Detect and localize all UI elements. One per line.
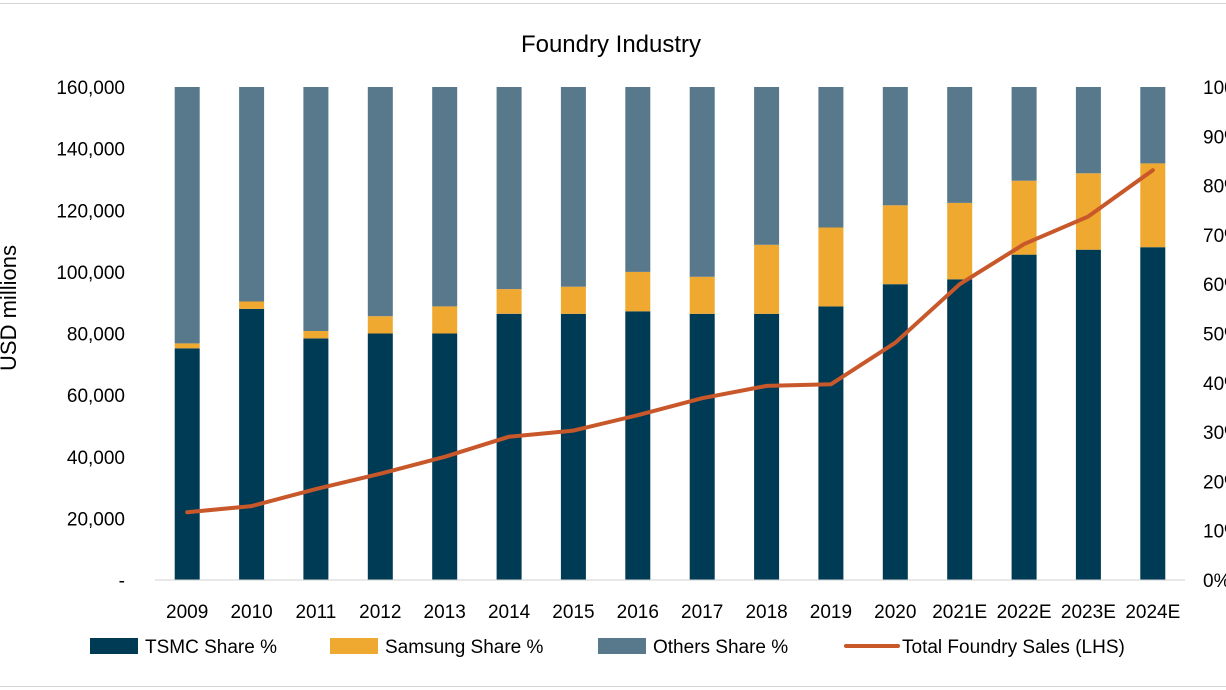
bar-samsung-share-2013 xyxy=(432,306,458,334)
bar-others-share-2014 xyxy=(496,87,522,290)
bar-others-share-2024e xyxy=(1140,87,1166,164)
bar-others-share-2017 xyxy=(689,87,715,277)
bars-layer xyxy=(174,87,1166,580)
bar-tsmc-share-2024e xyxy=(1140,247,1166,580)
bar-samsung-share-2011 xyxy=(303,331,329,339)
bar-tsmc-share-2018 xyxy=(754,313,780,580)
line-total-foundry-sales xyxy=(185,168,1155,515)
x-tick-label: 2017 xyxy=(681,602,723,623)
y2-tick-label: 70% xyxy=(1203,226,1226,247)
y-tick-label: 140,000 xyxy=(56,140,125,161)
bar-samsung-share-2009 xyxy=(174,343,200,349)
bar-tsmc-share-2015 xyxy=(560,313,586,580)
legend-swatch xyxy=(330,638,378,654)
x-tick-label: 2019 xyxy=(810,602,852,623)
bar-others-share-2013 xyxy=(432,87,458,307)
line-layer xyxy=(185,168,1155,515)
legend-label: Others Share % xyxy=(653,637,788,658)
bar-samsung-share-2020 xyxy=(882,205,908,285)
bar-tsmc-share-2023e xyxy=(1075,249,1101,580)
legend-swatch xyxy=(598,638,646,654)
y-tick-label: 20,000 xyxy=(67,509,125,530)
y-tick-label: 160,000 xyxy=(56,78,125,99)
bar-others-share-2011 xyxy=(303,87,329,331)
bar-tsmc-share-2022e xyxy=(1011,254,1037,580)
x-tick-label: 2012 xyxy=(359,602,401,623)
y-tick-label: 60,000 xyxy=(67,386,125,407)
x-tick-label: 2023E xyxy=(1061,602,1116,623)
x-tick-label: 2013 xyxy=(424,602,466,623)
bar-tsmc-share-2011 xyxy=(303,338,329,580)
chart-title: Foundry Industry xyxy=(521,31,701,58)
bar-others-share-2021e xyxy=(947,87,973,203)
bar-tsmc-share-2017 xyxy=(689,313,715,580)
bar-samsung-share-2015 xyxy=(560,286,586,314)
y-tick-label: - xyxy=(119,571,125,592)
bar-tsmc-share-2020 xyxy=(882,284,908,580)
bar-others-share-2016 xyxy=(625,87,651,272)
legend-swatch xyxy=(90,638,138,654)
bar-others-share-2020 xyxy=(882,87,908,206)
bar-tsmc-share-2012 xyxy=(367,333,393,580)
y-axis-label: USD millions xyxy=(0,245,21,371)
y2-tick-label: 0% xyxy=(1203,571,1226,592)
bar-others-share-2012 xyxy=(367,87,393,317)
legend-label: Total Foundry Sales (LHS) xyxy=(902,637,1125,658)
bar-samsung-share-2021e xyxy=(947,202,973,280)
y-tick-label: 120,000 xyxy=(56,201,125,222)
y2-tick-label: 90% xyxy=(1203,127,1226,148)
bar-tsmc-share-2021e xyxy=(947,279,973,580)
y2-tick-label: 20% xyxy=(1203,472,1226,493)
bar-tsmc-share-2009 xyxy=(174,348,200,580)
x-tick-label: 2021E xyxy=(932,602,987,623)
bar-others-share-2019 xyxy=(818,87,844,228)
y2-tick-label: 60% xyxy=(1203,275,1226,296)
x-tick-label: 2010 xyxy=(230,602,272,623)
x-tick-label: 2020 xyxy=(874,602,916,623)
y2-tick-label: 30% xyxy=(1203,423,1226,444)
bar-tsmc-share-2014 xyxy=(496,313,522,580)
y-tick-label: 100,000 xyxy=(56,263,125,284)
y2-tick-label: 80% xyxy=(1203,177,1226,198)
bar-others-share-2009 xyxy=(174,87,200,344)
bottom-border xyxy=(0,686,1226,687)
tick-labels-layer: - 20,000 40,000 60,000 80,000 100,000 120,000 1… xyxy=(56,78,1226,623)
y-tick-label: 40,000 xyxy=(67,448,125,469)
legend-label: Samsung Share % xyxy=(385,637,544,658)
y2-tick-label: 50% xyxy=(1203,325,1226,346)
y-tick-label: 80,000 xyxy=(67,325,125,346)
x-tick-label: 2015 xyxy=(552,602,594,623)
bar-samsung-share-2010 xyxy=(239,301,265,309)
bar-others-share-2015 xyxy=(560,87,586,287)
x-tick-label: 2018 xyxy=(745,602,787,623)
top-border xyxy=(0,3,1226,4)
y2-tick-label: 10% xyxy=(1203,522,1226,543)
bar-samsung-share-2016 xyxy=(625,271,651,312)
x-tick-label: 2022E xyxy=(997,602,1052,623)
y2-tick-label: 40% xyxy=(1203,374,1226,395)
x-tick-label: 2009 xyxy=(166,602,208,623)
legend-label: TSMC Share % xyxy=(145,637,277,658)
x-tick-label: 2014 xyxy=(488,602,531,623)
bar-samsung-share-2019 xyxy=(818,227,844,307)
bar-tsmc-share-2019 xyxy=(818,306,844,580)
bar-samsung-share-2012 xyxy=(367,316,393,334)
bar-others-share-2023e xyxy=(1075,87,1101,174)
bar-tsmc-share-2010 xyxy=(239,308,265,580)
bar-others-share-2018 xyxy=(754,87,780,245)
bar-samsung-share-2014 xyxy=(496,289,522,314)
bar-others-share-2022e xyxy=(1011,87,1037,181)
x-tick-label: 2011 xyxy=(295,602,336,623)
legend: TSMC Share % Samsung Share % Others Share … xyxy=(90,637,1125,658)
x-tick-label: 2024E xyxy=(1125,602,1180,623)
bar-others-share-2010 xyxy=(239,87,265,302)
y2-tick-label: 100% xyxy=(1203,78,1226,99)
bar-tsmc-share-2016 xyxy=(625,311,651,580)
x-tick-label: 2016 xyxy=(617,602,659,623)
bar-samsung-share-2017 xyxy=(689,276,715,314)
bar-samsung-share-2018 xyxy=(754,244,780,314)
